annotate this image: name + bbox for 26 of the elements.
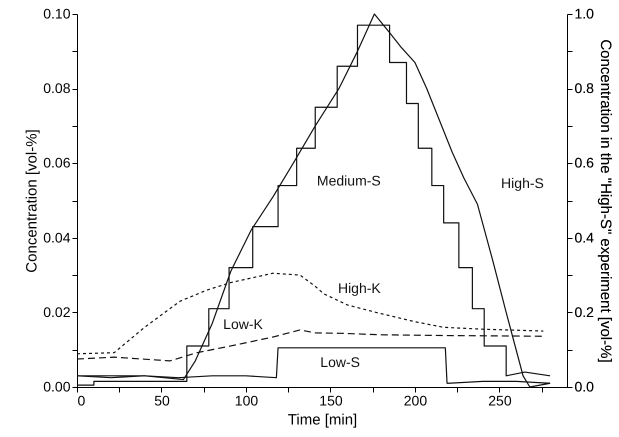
y-tick-label: 0.02 — [43, 304, 71, 320]
y-tick-label: 0.08 — [43, 80, 71, 96]
series-label: High-S — [501, 175, 544, 192]
y2-tick-label: 0.4 — [574, 229, 594, 246]
y-tick-label: 0.06 — [43, 154, 71, 171]
y-tick-label: 0.10 — [43, 6, 71, 22]
x-tick-label: 100 — [234, 392, 258, 408]
x-tick-label: 50 — [154, 392, 170, 408]
x-tick-label: 150 — [319, 392, 343, 408]
y2-tick-label: 0.6 — [574, 154, 594, 171]
y2-axis-title: Concentration in the "High-S" experiment [vol-%] — [596, 39, 614, 363]
y-tick-label: 0.00 — [43, 378, 71, 394]
series-label: High-K — [338, 280, 382, 296]
y2-tick-label: 0.8 — [574, 80, 594, 96]
x-axis-title: Time [min] — [288, 412, 358, 428]
series-label: Low-K — [223, 316, 264, 332]
y2-tick-label: 0.2 — [574, 304, 594, 320]
series-label: Low-S — [320, 354, 360, 370]
y2-tick-label: 1.0 — [574, 6, 594, 22]
y-tick-label: 0.04 — [43, 229, 71, 246]
y2-tick-label: 0.0 — [574, 378, 594, 394]
x-tick-label: 250 — [488, 392, 512, 408]
y-axis-title: Concentration [vol-%] — [23, 129, 40, 273]
series-label: Medium-S — [316, 172, 381, 189]
x-tick-label: 200 — [404, 392, 428, 408]
x-tick-label: 0 — [78, 392, 86, 408]
